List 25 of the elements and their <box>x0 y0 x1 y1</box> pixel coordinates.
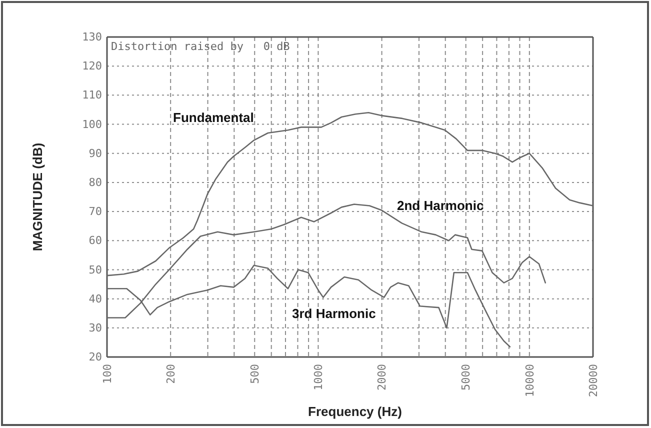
x-tick-label: 200 <box>164 364 178 384</box>
y-tick-label: 80 <box>88 176 102 189</box>
y-tick-label: 30 <box>88 321 102 334</box>
x-tick-label: 1000 <box>312 364 326 390</box>
y-tick-label: 60 <box>88 234 102 248</box>
series-label: 2nd Harmonic <box>397 198 484 213</box>
x-tick-label: 2000 <box>376 364 389 390</box>
y-tick-label: 100 <box>82 118 102 131</box>
y-tick-label: 50 <box>88 263 102 276</box>
x-tick-label: 20000 <box>586 364 600 398</box>
y-tick-label: 70 <box>88 205 102 218</box>
x-tick-label: 10000 <box>523 364 536 398</box>
y-tick-label: 120 <box>82 60 102 73</box>
x-tick-label: 500 <box>248 364 262 384</box>
series-label: Fundamental <box>173 110 254 125</box>
y-tick-label: 20 <box>88 350 102 364</box>
y-tick-label: 130 <box>82 30 102 44</box>
x-axis-title: Frequency (Hz) <box>308 404 402 419</box>
annotation: Distortion raised by 0 dB <box>111 40 290 53</box>
y-tick-label: 40 <box>88 292 102 306</box>
y-axis-title: MAGNITUDE (dB) <box>30 142 45 252</box>
y-tick-label: 110 <box>82 88 102 102</box>
x-tick-label: 5000 <box>460 364 473 390</box>
y-tick-label: 90 <box>88 146 102 160</box>
series-label: 3rd Harmonic <box>292 306 376 321</box>
